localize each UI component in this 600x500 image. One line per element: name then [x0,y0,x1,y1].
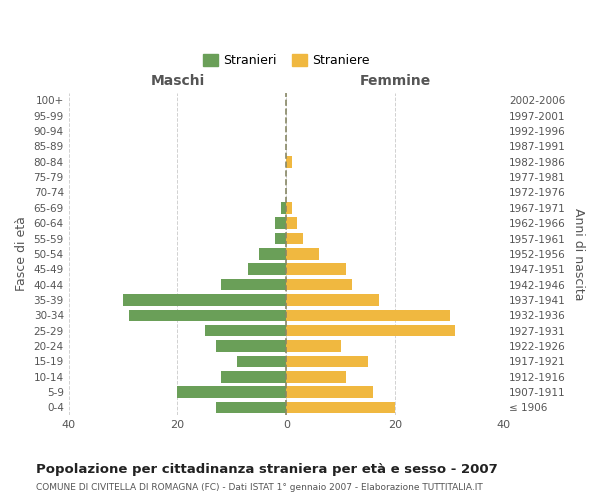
Bar [286,294,379,306]
Bar [123,294,286,306]
Text: COMUNE DI CIVITELLA DI ROMAGNA (FC) - Dati ISTAT 1° gennaio 2007 - Elaborazione : COMUNE DI CIVITELLA DI ROMAGNA (FC) - Da… [36,484,483,492]
Bar [286,279,352,290]
Bar [286,356,368,367]
Bar [286,310,449,321]
Bar [275,218,286,229]
Bar [221,371,286,382]
Y-axis label: Anni di nascita: Anni di nascita [572,208,585,300]
Bar [286,325,455,336]
Bar [286,371,346,382]
Bar [281,202,286,213]
Y-axis label: Fasce di età: Fasce di età [15,216,28,292]
Text: Femmine: Femmine [359,74,431,88]
Bar [215,340,286,352]
Bar [259,248,286,260]
Text: Maschi: Maschi [151,74,205,88]
Bar [275,233,286,244]
Text: Popolazione per cittadinanza straniera per età e sesso - 2007: Popolazione per cittadinanza straniera p… [36,462,498,475]
Bar [248,264,286,275]
Bar [205,325,286,336]
Bar [286,218,297,229]
Bar [286,264,346,275]
Bar [286,386,373,398]
Bar [286,248,319,260]
Bar [128,310,286,321]
Bar [286,202,292,213]
Legend: Stranieri, Straniere: Stranieri, Straniere [203,54,370,67]
Bar [221,279,286,290]
Bar [215,402,286,413]
Bar [286,156,292,168]
Bar [286,340,341,352]
Bar [286,233,302,244]
Bar [286,402,395,413]
Bar [178,386,286,398]
Bar [238,356,286,367]
